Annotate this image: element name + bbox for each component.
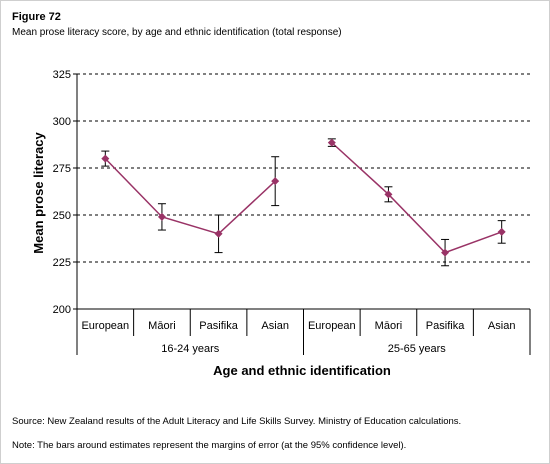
- x-tick-label: Asian: [261, 320, 289, 332]
- chart-series: [101, 138, 506, 267]
- data-point: [101, 154, 110, 163]
- y-axis-title: Mean prose literacy: [31, 132, 46, 254]
- data-point: [214, 229, 223, 238]
- x-tick-label: European: [308, 320, 356, 332]
- source-note: Source: New Zealand results of the Adult…: [12, 416, 462, 427]
- group-label: 25-65 years: [388, 343, 447, 355]
- figure-title: Mean prose literacy score, by age and et…: [12, 27, 342, 38]
- y-tick-label: 225: [53, 257, 71, 269]
- x-tick-label: Pasifika: [426, 320, 465, 332]
- data-point: [441, 248, 450, 257]
- y-tick-label: 200: [53, 304, 71, 316]
- x-axis-title: Age and ethnic identification: [213, 363, 391, 378]
- figure-label: Figure 72: [12, 11, 61, 23]
- data-point: [327, 138, 336, 147]
- y-tick-label: 300: [53, 116, 71, 128]
- x-tick-label: European: [81, 320, 129, 332]
- x-tick-label: Māori: [148, 320, 176, 332]
- data-point: [271, 177, 280, 186]
- x-tick-label: Asian: [488, 320, 516, 332]
- chart-grid: [77, 73, 530, 263]
- y-tick-label: 275: [53, 163, 71, 175]
- y-tick-label: 325: [53, 69, 71, 81]
- x-tick-label: Pasifika: [199, 320, 238, 332]
- y-tick-label: 250: [53, 210, 71, 222]
- series-line: [104, 158, 276, 235]
- chart-axes: 200 225 250 275 300 325 European Māori Pasifika A…: [53, 69, 531, 355]
- series-line: [331, 142, 502, 254]
- data-point: [157, 212, 166, 221]
- confidence-note: Note: The bars around estimates represen…: [12, 440, 407, 451]
- group-label: 16-24 years: [161, 343, 220, 355]
- data-point: [384, 190, 393, 199]
- x-tick-label: Māori: [375, 320, 403, 332]
- data-point: [497, 227, 506, 236]
